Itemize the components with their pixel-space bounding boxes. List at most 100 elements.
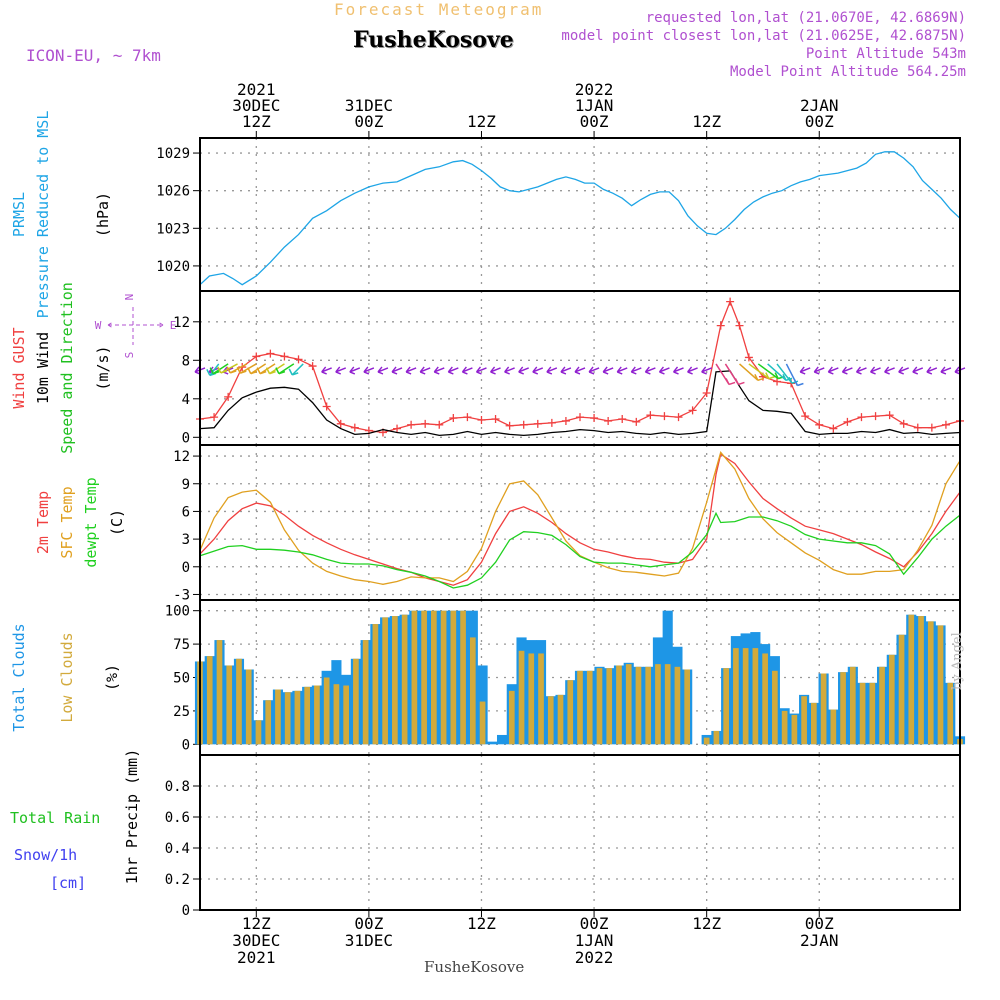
- wind-arrow-head: [236, 366, 247, 374]
- gust-marker: [533, 419, 542, 428]
- series-prmsl: [199, 151, 961, 286]
- requested-point: requested lon,lat (21.0670E, 42.6869N): [645, 10, 966, 26]
- model-point: model point closest lon,lat (21.0625E, 4…: [561, 28, 966, 44]
- bar-low-clouds: [898, 634, 905, 745]
- footer-location: FusheKosove: [424, 958, 525, 976]
- y-tick-label: 100: [165, 604, 190, 620]
- y-tick-label: 4: [182, 392, 190, 408]
- model-label: ICON-EU, ~ 7km: [26, 46, 161, 65]
- bar-low-clouds: [411, 610, 418, 745]
- bar-low-clouds: [547, 696, 554, 745]
- wind-arrow: [926, 366, 938, 375]
- gust-marker: [210, 413, 219, 422]
- wind-arrow-head: [209, 367, 220, 375]
- top-axis-label: 1JAN: [575, 96, 614, 115]
- wind-arrow: [461, 366, 473, 375]
- y-tick-label: 0.8: [165, 779, 190, 795]
- bar-low-clouds: [567, 680, 574, 745]
- wind-arrow: [433, 366, 445, 375]
- bar-low-clouds: [392, 616, 398, 745]
- y-tick-label: 0: [182, 430, 190, 446]
- bottom-axis-label: 12Z: [467, 914, 496, 933]
- bar-low-clouds: [479, 701, 486, 745]
- y-tick-label: 12: [173, 449, 190, 465]
- top-axis-label: 2JAN: [800, 96, 839, 115]
- wind-arrow: [447, 366, 459, 375]
- top-axis-label: 2022: [575, 80, 614, 99]
- gust-marker: [308, 362, 317, 371]
- wind-arrow: [841, 366, 853, 375]
- wind-arrow-head: [765, 372, 776, 380]
- bar-low-clouds: [820, 673, 827, 745]
- gust-marker: [350, 423, 359, 432]
- wind-arrow-colored: [739, 363, 759, 381]
- bar-low-clouds: [353, 658, 359, 745]
- label-snow-unit: [cm]: [50, 874, 86, 892]
- wind-arrow-head: [734, 378, 745, 386]
- bar-low-clouds: [577, 670, 583, 745]
- wind-arrow: [419, 366, 431, 375]
- compass-east: E: [170, 319, 177, 332]
- wind-arrow-head: [754, 373, 765, 382]
- bar-low-clouds: [752, 648, 759, 745]
- gust-marker: [871, 412, 880, 421]
- gust-marker: [716, 321, 725, 330]
- bottom-axis-label: 00Z: [805, 914, 834, 933]
- y-tick-label: 0: [182, 737, 190, 753]
- gust-marker: [702, 389, 711, 398]
- wind-arrow: [701, 366, 712, 375]
- bar-low-clouds: [635, 666, 642, 745]
- top-axis-label: 12Z: [242, 112, 271, 131]
- top-axis-label: 00Z: [805, 112, 834, 131]
- panel-border: [199, 754, 961, 911]
- wind-arrow-colored: [291, 363, 304, 376]
- wind-arrow: [560, 366, 572, 375]
- y-tick-label: 0.4: [165, 841, 190, 857]
- bar-low-clouds: [937, 625, 944, 745]
- panel-clouds: 0 25 50 75 100 Total Clouds Low Clouds (%): [10, 599, 966, 756]
- bar-low-clouds: [645, 666, 652, 745]
- gust-marker: [576, 413, 584, 422]
- bar-low-clouds: [518, 650, 525, 745]
- gust-marker: [646, 411, 655, 420]
- bottom-axis-label: 30DEC: [232, 931, 280, 950]
- gust-marker: [927, 423, 936, 432]
- gust-marker: [604, 416, 613, 425]
- bar-low-clouds: [440, 610, 447, 745]
- bar-low-clouds: [255, 720, 262, 745]
- bar-low-clouds: [314, 685, 320, 745]
- wind-arrow: [377, 366, 389, 375]
- gust-marker: [547, 418, 556, 427]
- wind-arrow: [884, 366, 895, 375]
- bottom-axis-label: 31DEC: [345, 931, 393, 950]
- bar-low-clouds: [450, 610, 457, 745]
- wind-arrow: [504, 366, 515, 375]
- wind-arrow: [658, 366, 670, 375]
- panel-label: SFC Temp: [58, 486, 76, 558]
- gust-marker: [322, 402, 331, 411]
- bar-low-clouds: [703, 737, 710, 745]
- y-tick-label: 25: [173, 704, 190, 720]
- bar-low-clouds: [206, 656, 213, 745]
- panel-label: Total Clouds: [10, 623, 28, 731]
- wind-arrow: [574, 366, 586, 375]
- bar-low-clouds: [664, 664, 671, 745]
- panel-label: Pressure Reduced to MSL: [34, 111, 52, 319]
- forecast-title: Forecast Meteogram: [334, 0, 544, 19]
- bar-low-clouds: [216, 640, 223, 745]
- bottom-axis-label: 00Z: [354, 914, 383, 933]
- panel-border: [199, 137, 961, 292]
- gust-marker: [885, 411, 894, 420]
- gust-marker: [857, 413, 866, 422]
- bar-low-clouds: [304, 686, 311, 745]
- bottom-axis-label: 2022: [575, 948, 614, 967]
- wind-arrow: [855, 366, 867, 375]
- bar-low-clouds: [245, 669, 252, 745]
- wind-arrow: [813, 366, 825, 375]
- bar-low-clouds: [606, 668, 613, 745]
- bar-low-clouds: [733, 648, 739, 745]
- wind-arrow-head: [793, 379, 804, 387]
- bar-low-clouds: [528, 653, 535, 745]
- bar-low-clouds: [275, 689, 281, 745]
- wind-arrow-head: [247, 367, 258, 375]
